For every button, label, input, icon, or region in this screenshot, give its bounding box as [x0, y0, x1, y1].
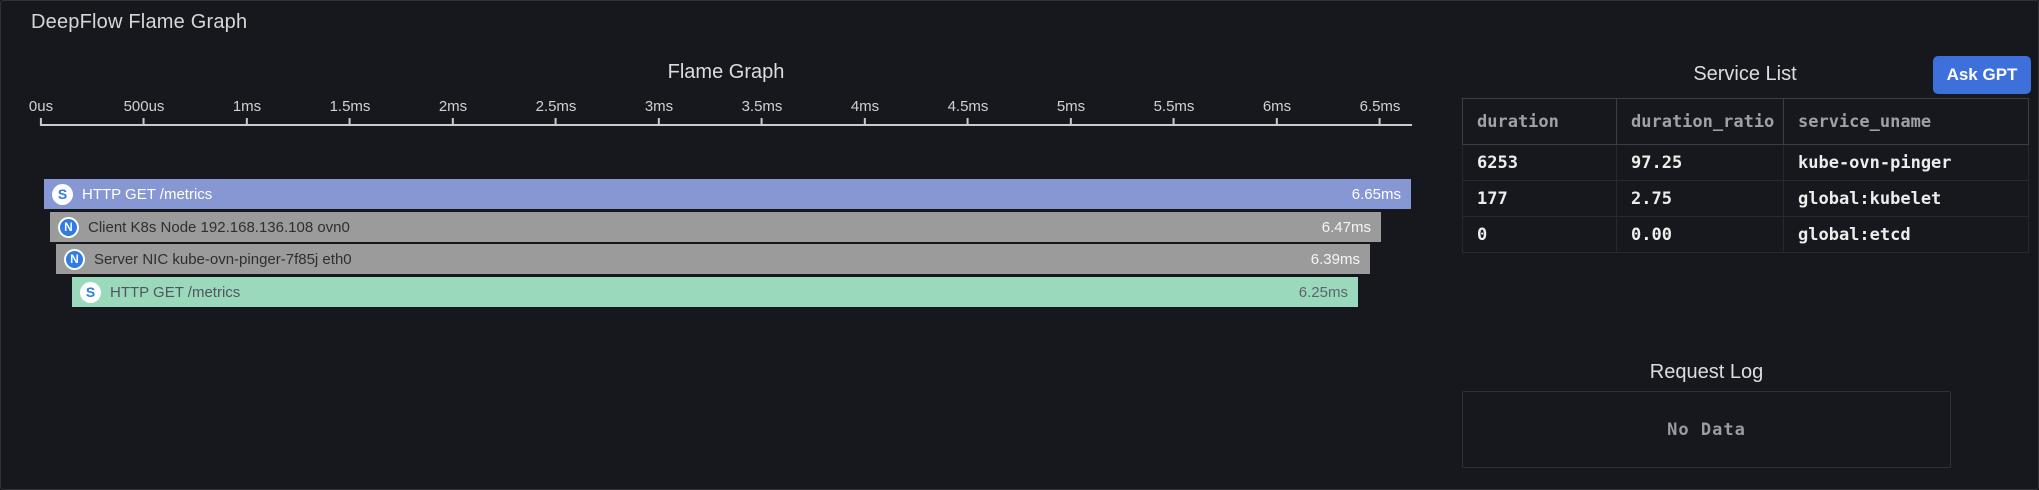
column-header-service-uname[interactable]: service_uname	[1783, 98, 2029, 145]
span-type-s-icon: S	[52, 183, 73, 205]
span-label: HTTP GET /metrics	[110, 283, 241, 301]
span-type-n-icon: N	[66, 250, 83, 268]
axis-tick: 2ms	[439, 97, 467, 126]
span-type-n-icon: N	[60, 218, 77, 236]
flame-graph-title: Flame Graph	[667, 61, 785, 83]
cell-duration: 177	[1462, 180, 1617, 217]
span-label: Client K8s Node 192.168.136.108 ovn0	[88, 218, 350, 236]
axis-tick: 6.5ms	[1360, 97, 1400, 126]
axis-tick: 4ms	[851, 97, 879, 126]
cell-service-uname: global:kubelet	[1783, 180, 2029, 217]
span-label: HTTP GET /metrics	[82, 185, 213, 203]
cell-duration: 0	[1462, 216, 1617, 253]
axis-tick: 2.5ms	[536, 97, 576, 126]
axis-line	[41, 124, 1412, 126]
request-log-empty-box: No Data	[1462, 391, 1951, 468]
request-log-title: Request Log	[1649, 361, 1764, 383]
flame-span-server-nic[interactable]: N Server NIC kube-ovn-pinger-7f85j eth0 …	[56, 244, 1370, 274]
axis-tick: 5ms	[1057, 97, 1085, 126]
cell-service-uname: global:etcd	[1783, 216, 2029, 253]
column-header-duration[interactable]: duration	[1462, 98, 1617, 145]
flame-span-client-k8s-node[interactable]: N Client K8s Node 192.168.136.108 ovn0 6…	[50, 212, 1381, 242]
table-header-row: duration duration_ratio service_uname	[1462, 98, 2029, 145]
ask-gpt-button[interactable]: Ask GPT	[1933, 56, 2031, 94]
axis-tick: 4.5ms	[948, 97, 988, 126]
cell-duration-ratio: 2.75	[1616, 180, 1784, 217]
span-label: Server NIC kube-ovn-pinger-7f85j eth0	[94, 250, 352, 268]
axis-tick: 1ms	[233, 97, 261, 126]
axis-tick: 0us	[29, 97, 53, 126]
table-row[interactable]: 177 2.75 global:kubelet	[1462, 180, 2029, 217]
axis-tick: 500us	[124, 97, 164, 126]
span-duration: 6.47ms	[1321, 218, 1371, 236]
axis-tick: 1.5ms	[330, 97, 370, 126]
cell-service-uname: kube-ovn-pinger	[1783, 144, 2029, 181]
axis-tick: 6ms	[1263, 97, 1291, 126]
span-duration: 6.65ms	[1351, 185, 1401, 203]
service-list-table: duration duration_ratio service_uname 62…	[1462, 98, 2029, 253]
cell-duration-ratio: 0.00	[1616, 216, 1784, 253]
cell-duration: 6253	[1462, 144, 1617, 181]
span-duration: 6.39ms	[1310, 250, 1360, 268]
page-title: DeepFlow Flame Graph	[31, 11, 248, 33]
column-header-duration-ratio[interactable]: duration_ratio	[1616, 98, 1784, 145]
cell-duration-ratio: 97.25	[1616, 144, 1784, 181]
span-type-s-icon: S	[80, 281, 101, 303]
axis-tick: 3ms	[645, 97, 673, 126]
axis-tick: 3.5ms	[742, 97, 782, 126]
table-row[interactable]: 0 0.00 global:etcd	[1462, 216, 2029, 253]
span-duration: 6.25ms	[1298, 283, 1348, 301]
flame-span-http-get-server[interactable]: S HTTP GET /metrics 6.25ms	[72, 277, 1358, 307]
no-data-text: No Data	[1667, 419, 1746, 440]
axis-tick: 5.5ms	[1154, 97, 1194, 126]
service-list-title: Service List	[1693, 63, 1797, 85]
flame-span-http-get-client[interactable]: S HTTP GET /metrics 6.65ms	[44, 179, 1411, 209]
table-row[interactable]: 6253 97.25 kube-ovn-pinger	[1462, 144, 2029, 181]
